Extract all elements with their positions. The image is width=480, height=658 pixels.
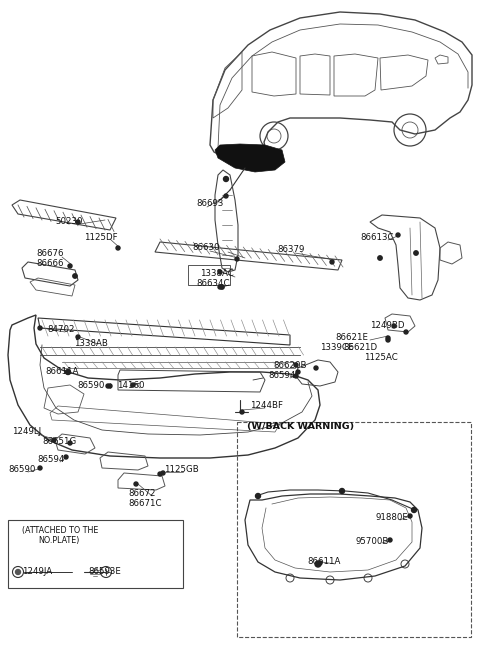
- Circle shape: [131, 383, 135, 387]
- Circle shape: [76, 220, 80, 224]
- Circle shape: [314, 366, 318, 370]
- Circle shape: [388, 538, 392, 542]
- Text: 1338AB: 1338AB: [74, 338, 108, 347]
- Circle shape: [294, 374, 298, 378]
- Text: 86594: 86594: [37, 455, 64, 465]
- Text: 86621E: 86621E: [335, 334, 368, 343]
- Circle shape: [76, 335, 80, 339]
- Text: 86671C: 86671C: [128, 499, 161, 509]
- Circle shape: [408, 514, 412, 518]
- Text: 86672: 86672: [128, 490, 156, 499]
- Text: 1249BD: 1249BD: [370, 320, 405, 330]
- Bar: [8, 520, 183, 588]
- Circle shape: [64, 455, 68, 459]
- Circle shape: [52, 438, 56, 442]
- Text: 86620B: 86620B: [273, 361, 307, 370]
- Text: 95700B: 95700B: [356, 536, 389, 545]
- Circle shape: [240, 410, 244, 414]
- Text: 1125AC: 1125AC: [364, 353, 398, 361]
- Text: 1249JA: 1249JA: [22, 567, 52, 576]
- Circle shape: [15, 570, 21, 574]
- Text: 86634C: 86634C: [196, 278, 229, 288]
- Circle shape: [65, 370, 71, 374]
- Text: 1125GB: 1125GB: [164, 465, 199, 474]
- Text: (ATTACHED TO THE: (ATTACHED TO THE: [22, 526, 98, 534]
- Circle shape: [386, 336, 390, 340]
- Text: 86693: 86693: [196, 199, 223, 207]
- Circle shape: [218, 270, 222, 274]
- Circle shape: [296, 370, 300, 374]
- Text: NO.PLATE): NO.PLATE): [38, 536, 79, 545]
- Text: 1339CE: 1339CE: [320, 343, 353, 351]
- Text: 86590: 86590: [77, 382, 104, 390]
- Text: 1338AC: 1338AC: [200, 270, 234, 278]
- Circle shape: [66, 370, 70, 374]
- Circle shape: [330, 260, 334, 264]
- Circle shape: [386, 338, 390, 342]
- Text: 86621D: 86621D: [343, 343, 377, 351]
- Text: 1249LJ: 1249LJ: [12, 428, 41, 436]
- Text: 86666: 86666: [36, 259, 63, 268]
- Text: 14160: 14160: [117, 382, 144, 390]
- Text: 86613C: 86613C: [360, 232, 394, 241]
- Circle shape: [38, 466, 42, 470]
- Circle shape: [38, 326, 42, 330]
- Text: 86379: 86379: [277, 245, 304, 255]
- Text: 1244BF: 1244BF: [250, 401, 283, 411]
- Circle shape: [392, 324, 396, 328]
- Circle shape: [161, 471, 165, 475]
- Circle shape: [404, 330, 408, 334]
- Circle shape: [294, 363, 298, 367]
- Circle shape: [396, 233, 400, 237]
- Circle shape: [158, 472, 162, 476]
- Circle shape: [315, 561, 321, 567]
- Circle shape: [218, 285, 222, 289]
- Circle shape: [116, 246, 120, 250]
- Circle shape: [106, 384, 110, 388]
- Text: 86611A: 86611A: [307, 557, 340, 567]
- Circle shape: [378, 256, 382, 260]
- Circle shape: [224, 194, 228, 198]
- Circle shape: [73, 274, 77, 278]
- Text: 84702: 84702: [47, 326, 74, 334]
- Text: 1125DF: 1125DF: [84, 232, 118, 241]
- Circle shape: [68, 441, 72, 445]
- Text: 86630: 86630: [192, 243, 219, 253]
- Polygon shape: [215, 144, 285, 172]
- Text: 86611A: 86611A: [45, 368, 78, 376]
- Circle shape: [318, 561, 322, 565]
- Text: 86651G: 86651G: [42, 438, 76, 447]
- Text: 86676: 86676: [36, 249, 63, 259]
- Circle shape: [134, 482, 138, 486]
- Text: 50230: 50230: [55, 218, 83, 226]
- Circle shape: [108, 384, 112, 388]
- Circle shape: [220, 285, 224, 290]
- Bar: [237, 422, 471, 637]
- Text: (W/BACK WARNING): (W/BACK WARNING): [247, 422, 354, 432]
- Text: 86594: 86594: [268, 372, 295, 380]
- Circle shape: [255, 494, 261, 499]
- Circle shape: [224, 176, 228, 182]
- Circle shape: [411, 507, 417, 513]
- Text: 91880E: 91880E: [376, 513, 409, 522]
- Circle shape: [339, 488, 345, 494]
- Circle shape: [235, 257, 239, 261]
- Circle shape: [68, 264, 72, 268]
- Text: 86590: 86590: [8, 465, 36, 474]
- Circle shape: [414, 251, 418, 255]
- Text: 86593E: 86593E: [88, 567, 121, 576]
